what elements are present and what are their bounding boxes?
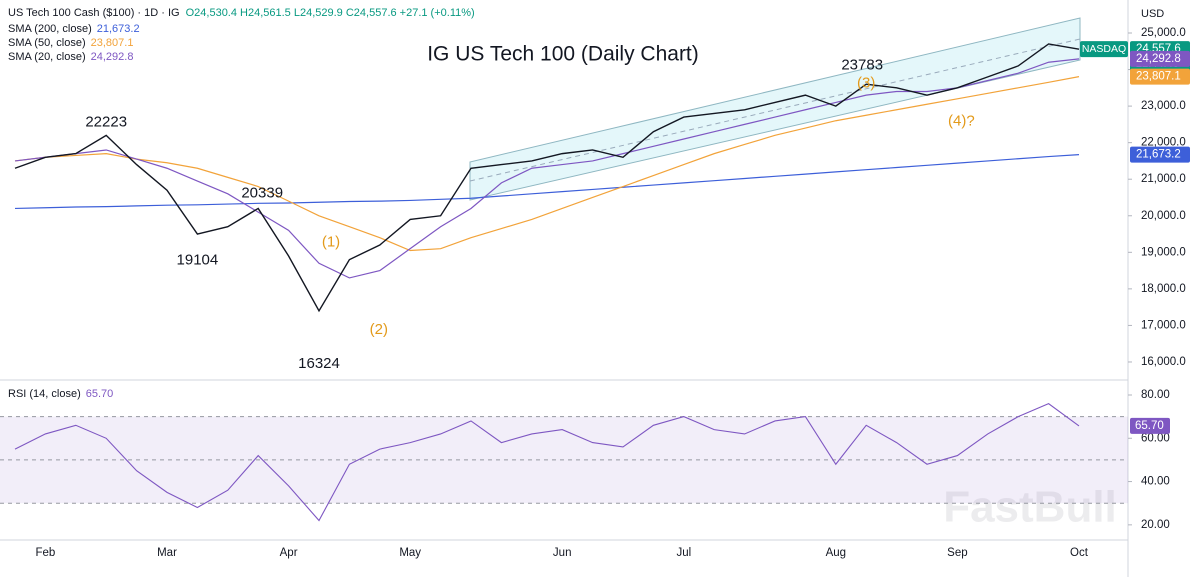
y-tick-label: 80.00: [1141, 389, 1170, 401]
y-tick-label: 23,000.0: [1141, 100, 1186, 112]
y-tick-label: 18,000.0: [1141, 283, 1186, 295]
legend-rsi: RSI (14, close) 65.70: [8, 388, 113, 400]
x-tick-label: Apr: [280, 547, 298, 559]
currency: USD: [1141, 8, 1164, 20]
x-tick-label: Oct: [1070, 547, 1089, 559]
symbol: US Tech 100 Cash ($100) · 1D · IG: [8, 7, 180, 19]
rsi-line: [14, 403, 1080, 522]
annotation: 16324: [298, 355, 340, 372]
x-tick-label: Jun: [553, 547, 572, 559]
legend-sma: SMA (200, close) 21,673.2: [8, 23, 140, 35]
x-tick-label: Sep: [947, 547, 967, 559]
legend-name: SMA (200, close): [8, 23, 92, 35]
price-line: [14, 43, 1080, 313]
y-tick-label: 60.00: [1141, 432, 1170, 444]
annotation: 19104: [177, 251, 219, 268]
y-tick-label: 40.00: [1141, 476, 1170, 488]
y-tick-label: 20.00: [1141, 519, 1170, 531]
x-tick-label: Aug: [826, 547, 846, 559]
annotation: (1): [322, 233, 340, 250]
y-tick-label: 16,000.0: [1141, 356, 1186, 368]
price-tag: [1130, 50, 1190, 67]
symbol-tag-label: NASDAQ: [1082, 43, 1126, 55]
rsi-tag: [1130, 417, 1170, 434]
chart-title: IG US Tech 100 (Daily Chart): [427, 43, 699, 66]
annotation: (4)?: [948, 112, 975, 129]
price-tag: [1130, 68, 1190, 85]
x-tick-label: May: [399, 547, 421, 559]
legend-symbol: US Tech 100 Cash ($100) · 1D · IG O24,530…: [8, 7, 475, 19]
ohlc: O24,530.4 H24,561.5 L24,529.9 C24,557.6 …: [186, 7, 475, 19]
legend-sma: SMA (20, close) 24,292.8: [8, 51, 133, 63]
y-tick-label: 25,000.0: [1141, 27, 1186, 39]
annotation: 20339: [241, 184, 283, 201]
legend-name: SMA (50, close): [8, 37, 86, 49]
annotation: 22223: [85, 113, 127, 130]
legend-name: SMA (20, close): [8, 51, 86, 63]
y-tick-label: 22,000.0: [1141, 137, 1186, 149]
legend-value: 24,292.8: [91, 51, 134, 63]
x-tick-label: Mar: [157, 547, 177, 559]
y-tick-label: 21,000.0: [1141, 173, 1186, 185]
price-tag: [1130, 146, 1190, 163]
trend-channel: [469, 17, 1081, 201]
x-tick-label: Jul: [676, 547, 691, 559]
legend-value: 65.70: [86, 388, 114, 400]
rsi-band: [0, 416, 1128, 504]
legend-value: 21,673.2: [97, 23, 140, 35]
x-tick-label: Feb: [35, 547, 55, 559]
annotation: (3): [857, 74, 875, 91]
symbol-tag: [1080, 41, 1128, 58]
annotation: (2): [370, 321, 388, 338]
y-tick-label: 19,000.0: [1141, 246, 1186, 258]
rsi-tag-label: 65.70: [1135, 420, 1164, 432]
legend-value: 23,807.1: [91, 37, 134, 49]
sma-line: [14, 76, 1080, 252]
legend-name: RSI (14, close): [8, 388, 81, 400]
price-tag-label: 24,292.8: [1136, 53, 1181, 65]
annotation: 23783: [841, 56, 883, 73]
y-tick-label: 17,000.0: [1141, 319, 1186, 331]
price-tag-label: 21,673.2: [1136, 149, 1181, 161]
sma-line: [14, 58, 1080, 279]
legend-sma: SMA (50, close) 23,807.1: [8, 37, 133, 49]
sma-line: [14, 154, 1080, 210]
watermark: FastBull: [943, 483, 1117, 532]
price-tag-label: 23,807.1: [1136, 71, 1181, 83]
y-tick-label: 20,000.0: [1141, 210, 1186, 222]
